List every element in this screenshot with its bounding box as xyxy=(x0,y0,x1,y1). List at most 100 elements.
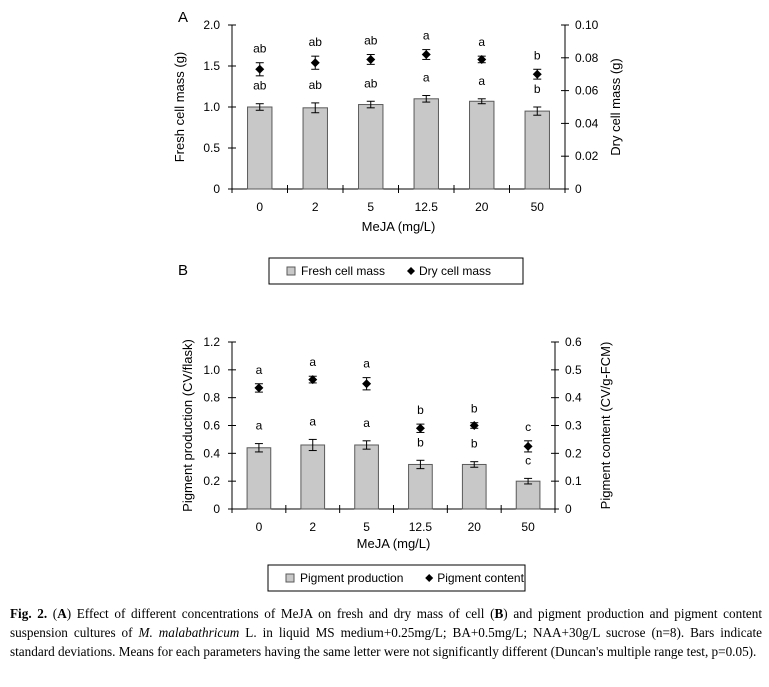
left-y-tick-label: 0.8 xyxy=(203,391,220,405)
x-tick-label: 20 xyxy=(468,520,482,534)
x-tick-label: 0 xyxy=(256,200,263,214)
bar-significance-letter: a xyxy=(363,416,370,430)
data-point-diamond xyxy=(255,64,265,74)
caption-segment: A xyxy=(57,606,67,621)
figure-caption: Fig. 2. (A) Effect of different concentr… xyxy=(10,604,762,661)
bar-significance-letter: a xyxy=(309,414,316,428)
caption-segment: ) and pigment production and pigment con… xyxy=(10,606,762,640)
point-significance-letter: b xyxy=(471,402,478,416)
x-axis-label: MeJA (mg/L) xyxy=(362,219,436,234)
left-y-tick-label: 0.6 xyxy=(203,419,220,433)
x-tick-label: 2 xyxy=(312,200,319,214)
left-y-tick-label: 0.4 xyxy=(203,446,220,460)
data-point-diamond xyxy=(254,383,264,393)
legend-bar-swatch xyxy=(285,573,295,583)
caption-body: (A) Effect of different concentrations o… xyxy=(10,606,762,659)
bar xyxy=(300,444,326,510)
x-tick-label: 0 xyxy=(256,520,263,534)
point-significance-letter: ab xyxy=(364,34,378,48)
data-point-diamond xyxy=(362,379,372,389)
bar-significance-letter: ab xyxy=(309,78,323,92)
bar-significance-letter: b xyxy=(534,82,541,96)
legend-bar-swatch xyxy=(286,266,296,276)
caption-segment: ( xyxy=(52,606,58,621)
x-tick-label: 12.5 xyxy=(409,520,433,534)
right-y-tick-label: 0.2 xyxy=(565,446,582,460)
bar-significance-letter: b xyxy=(471,437,478,451)
data-point-diamond xyxy=(532,69,542,79)
left-y-tick-label: 1.0 xyxy=(203,363,220,377)
legend-label: Pigment production xyxy=(300,571,403,585)
bar xyxy=(524,110,550,190)
panel-letter: A xyxy=(178,9,188,26)
point-significance-letter: a xyxy=(363,357,370,371)
legend-label: Dry cell mass xyxy=(419,264,491,278)
right-y-tick-label: 0 xyxy=(575,182,582,196)
point-significance-letter: a xyxy=(256,363,263,377)
legend-box xyxy=(267,564,526,592)
x-tick-label: 12.5 xyxy=(415,200,439,214)
bar-significance-letter: ab xyxy=(364,76,378,90)
point-significance-letter: a xyxy=(478,35,485,49)
point-significance-letter: c xyxy=(525,420,531,434)
bar-significance-letter: ab xyxy=(253,79,267,93)
right-y-tick-label: 0.06 xyxy=(575,84,599,98)
bar-significance-letter: b xyxy=(417,435,424,449)
right-y-axis-label: Pigment content (CV/g-FCM) xyxy=(598,342,613,510)
x-axis-label: MeJA (mg/L) xyxy=(357,536,431,551)
bar xyxy=(247,106,273,190)
left-y-tick-label: 1.0 xyxy=(203,100,220,114)
x-tick-label: 5 xyxy=(363,520,370,534)
left-y-axis-label: Fresh cell mass (g) xyxy=(172,52,187,163)
bar xyxy=(515,480,541,510)
legend-label: Pigment content xyxy=(437,571,524,585)
point-significance-letter: ab xyxy=(309,35,323,49)
data-point-diamond xyxy=(421,50,431,60)
bar xyxy=(302,107,328,190)
point-significance-letter: b xyxy=(417,403,424,417)
right-y-tick-label: 0.5 xyxy=(565,363,582,377)
right-y-axis-label: Dry cell mass (g) xyxy=(608,58,623,156)
data-point-diamond xyxy=(523,441,533,451)
right-y-tick-label: 0.08 xyxy=(575,51,599,65)
data-point-diamond xyxy=(469,421,479,430)
bar xyxy=(408,463,433,510)
left-y-tick-label: 1.5 xyxy=(203,59,220,73)
right-y-tick-label: 0.02 xyxy=(575,149,599,163)
left-y-tick-label: 2.0 xyxy=(203,18,220,32)
figure-canvas: A00.51.01.52.000.020.040.060.080.100 2 5 12… xyxy=(172,9,623,592)
left-y-tick-label: 0.5 xyxy=(203,141,220,155)
caption-segment: M. malabathricum xyxy=(138,625,240,640)
right-y-tick-label: 0.3 xyxy=(565,419,582,433)
x-tick-label: 5 xyxy=(367,200,374,214)
right-y-tick-label: 0.1 xyxy=(565,474,582,488)
panel-letter: B xyxy=(178,262,188,279)
chart-panel-b: B 0 0.2 0.4 0.6 0.8 1.0 1.2 0 0.1 0.2 0.3 0.4 0.5 0.6 0… xyxy=(178,262,613,592)
bar xyxy=(246,447,272,510)
data-point-diamond xyxy=(477,54,487,64)
bar xyxy=(354,444,379,510)
right-y-tick-label: 0.10 xyxy=(575,18,599,32)
caption-fig-label: Fig. 2. xyxy=(10,606,48,621)
data-point-diamond xyxy=(308,375,318,385)
legend: Pigment production Pigment content xyxy=(267,564,526,592)
x-tick-label: 20 xyxy=(475,200,489,214)
left-y-tick-label: 0 xyxy=(213,182,220,196)
x-tick-label: 50 xyxy=(521,520,535,534)
caption-segment: B xyxy=(494,606,504,621)
bar-significance-letter: a xyxy=(256,419,263,433)
bar xyxy=(358,104,384,190)
legend-point-swatch xyxy=(425,574,434,582)
legend-box xyxy=(268,257,524,285)
legend-point-swatch xyxy=(407,267,415,275)
left-y-axis-label: Pigment production (CV/flask) xyxy=(180,339,195,512)
right-y-tick-label: 0.4 xyxy=(565,391,582,405)
legend: Fresh cell mass Dry cell mass xyxy=(268,257,524,285)
x-tick-label: 2 xyxy=(309,520,316,534)
data-point-diamond xyxy=(366,54,376,64)
right-y-tick-label: 0.6 xyxy=(565,335,582,349)
left-y-tick-label: 0 xyxy=(213,502,220,516)
chart-panel-a: A 0 0.5 1.0 1.5 2.0 0 0.02 0.04 0.06 0.08 0.10 0 2 5 12… xyxy=(172,9,623,285)
left-y-tick-label: 1.2 xyxy=(203,335,220,349)
caption-segment: ) Effect of different concentrations of … xyxy=(66,606,495,621)
